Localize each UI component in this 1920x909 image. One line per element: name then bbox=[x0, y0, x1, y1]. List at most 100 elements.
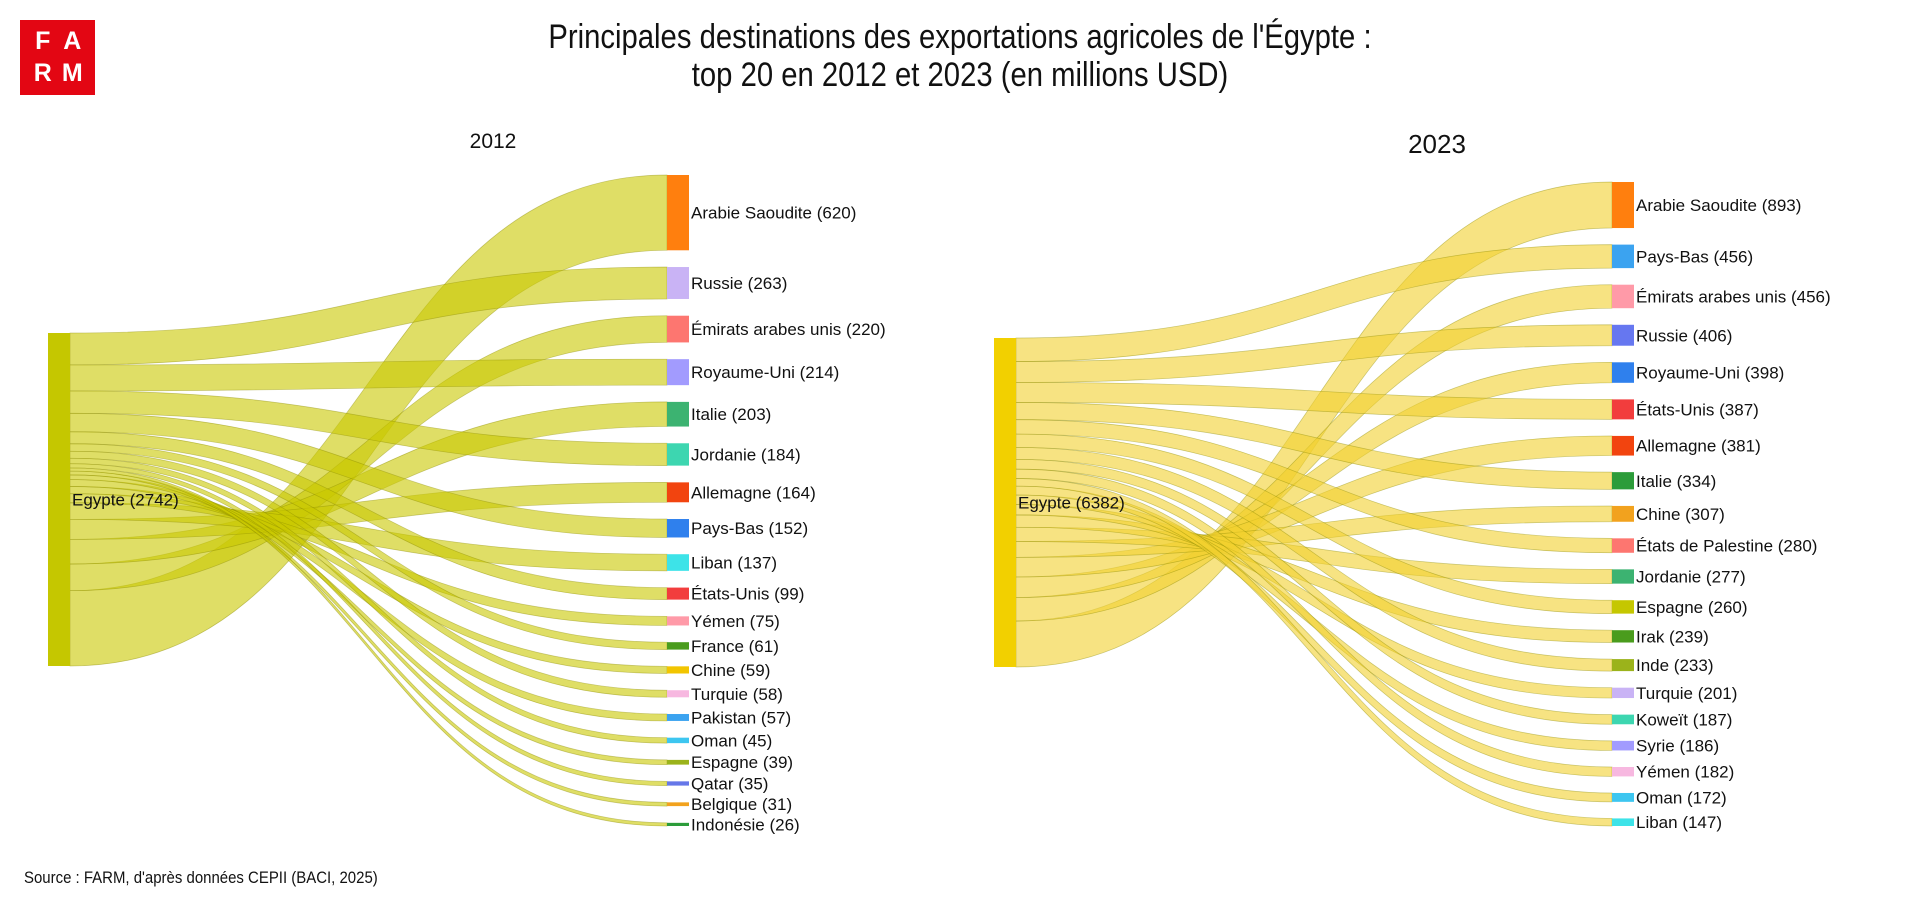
node-royaume-uni[interactable] bbox=[667, 359, 689, 386]
node-russie[interactable] bbox=[667, 267, 689, 299]
chart-title-line2: top 20 en 2012 et 2023 (en millions USD) bbox=[691, 56, 1229, 94]
node-pays-bas[interactable] bbox=[667, 519, 689, 538]
node-label-allemagne: Allemagne (164) bbox=[691, 483, 816, 502]
node-liban[interactable] bbox=[667, 554, 689, 571]
panel-year-label: 2012 bbox=[470, 130, 517, 153]
node-label-russie: Russie (263) bbox=[691, 274, 787, 293]
node-france[interactable] bbox=[667, 642, 689, 650]
node-koweit[interactable] bbox=[1612, 714, 1634, 725]
chart-title: Principales destinations des exportation… bbox=[134, 18, 1785, 94]
link-russie[interactable] bbox=[1015, 324, 1613, 383]
link-france[interactable] bbox=[69, 443, 668, 650]
node-label-chine: Chine (59) bbox=[691, 661, 770, 680]
node-label-liban: Liban (137) bbox=[691, 554, 777, 573]
node-label-emirats-arabes-unis: Émirats arabes unis (220) bbox=[691, 320, 886, 339]
node-yemen[interactable] bbox=[1612, 767, 1634, 777]
node-label-etats-de-palestine: États de Palestine (280) bbox=[1636, 537, 1817, 556]
node-label-turquie: Turquie (58) bbox=[691, 685, 783, 704]
node-allemagne[interactable] bbox=[667, 482, 689, 503]
node-label-liban: Liban (147) bbox=[1636, 813, 1722, 832]
node-qatar[interactable] bbox=[667, 781, 689, 786]
link-royaume-uni[interactable] bbox=[69, 358, 668, 392]
node-label-pays-bas: Pays-Bas (152) bbox=[691, 519, 808, 538]
node-label-pays-bas: Pays-Bas (456) bbox=[1636, 247, 1753, 266]
node-turquie[interactable] bbox=[1612, 687, 1634, 699]
node-label-royaume-uni: Royaume-Uni (214) bbox=[691, 363, 839, 382]
node-label-espagne: Espagne (260) bbox=[1636, 598, 1748, 617]
node-chine[interactable] bbox=[1612, 505, 1634, 522]
node-egypte[interactable] bbox=[994, 338, 1016, 667]
node-allemagne[interactable] bbox=[1612, 435, 1634, 456]
node-russie[interactable] bbox=[1612, 324, 1634, 346]
node-espagne[interactable] bbox=[1612, 600, 1634, 614]
node-pays-bas[interactable] bbox=[1612, 244, 1634, 269]
node-oman[interactable] bbox=[667, 737, 689, 744]
node-label-indonesie: Indonésie (26) bbox=[691, 815, 800, 834]
node-pakistan[interactable] bbox=[667, 714, 689, 721]
links bbox=[69, 174, 668, 827]
node-indonesie[interactable] bbox=[667, 822, 689, 826]
node-label-oman: Oman (45) bbox=[691, 731, 772, 750]
link-inde[interactable] bbox=[1015, 447, 1613, 672]
node-label-yemen: Yémen (75) bbox=[691, 612, 780, 631]
node-label-turquie: Turquie (201) bbox=[1636, 684, 1737, 703]
link-etats-unis[interactable] bbox=[69, 431, 668, 600]
node-inde[interactable] bbox=[1612, 659, 1634, 672]
node-yemen[interactable] bbox=[667, 616, 689, 626]
node-irak[interactable] bbox=[1612, 630, 1634, 643]
node-label-arabie-saoudite: Arabie Saoudite (893) bbox=[1636, 196, 1801, 215]
node-syrie[interactable] bbox=[1612, 740, 1634, 751]
logo-letter: F bbox=[35, 27, 51, 56]
node-turquie[interactable] bbox=[667, 690, 689, 698]
node-label-egypte: Egypte (6382) bbox=[1018, 494, 1125, 513]
node-etats-unis[interactable] bbox=[667, 587, 689, 600]
node-label-russie: Russie (406) bbox=[1636, 326, 1732, 345]
source-note: Source : FARM, d'après données CEPII (BA… bbox=[24, 868, 378, 887]
node-arabie-saoudite[interactable] bbox=[1612, 182, 1634, 229]
node-label-yemen: Yémen (182) bbox=[1636, 763, 1734, 782]
logo-letter: M bbox=[61, 58, 83, 87]
node-label-espagne: Espagne (39) bbox=[691, 753, 793, 772]
node-jordanie[interactable] bbox=[667, 443, 689, 466]
sankey-panel-2023: 2023 Egypte (6382) Arabie Saoudite (893) Pa… bbox=[994, 129, 1831, 832]
node-label-pakistan: Pakistan (57) bbox=[691, 708, 791, 727]
node-label-qatar: Qatar (35) bbox=[691, 774, 768, 793]
node-italie[interactable] bbox=[1612, 472, 1634, 490]
node-label-emirats-arabes-unis: Émirats arabes unis (456) bbox=[1636, 287, 1831, 306]
node-espagne[interactable] bbox=[667, 759, 689, 765]
node-label-etats-unis: États-Unis (99) bbox=[691, 585, 804, 604]
node-label-irak: Irak (239) bbox=[1636, 627, 1709, 646]
node-label-jordanie: Jordanie (184) bbox=[691, 445, 801, 464]
link-espagne[interactable] bbox=[1015, 433, 1613, 614]
node-liban[interactable] bbox=[1612, 818, 1634, 826]
node-label-italie: Italie (334) bbox=[1636, 472, 1716, 491]
node-egypte[interactable] bbox=[48, 333, 70, 666]
node-label-inde: Inde (233) bbox=[1636, 656, 1714, 675]
node-label-syrie: Syrie (186) bbox=[1636, 737, 1719, 756]
node-arabie-saoudite[interactable] bbox=[667, 175, 689, 251]
link-etats-de-palestine[interactable] bbox=[1015, 419, 1613, 554]
node-emirats-arabes-unis[interactable] bbox=[1612, 284, 1634, 309]
node-italie[interactable] bbox=[667, 401, 689, 427]
node-royaume-uni[interactable] bbox=[1612, 362, 1634, 383]
node-label-jordanie: Jordanie (277) bbox=[1636, 567, 1746, 586]
node-belgique[interactable] bbox=[667, 802, 689, 807]
node-oman[interactable] bbox=[1612, 792, 1634, 802]
chart-title-line1: Principales destinations des exportation… bbox=[548, 18, 1372, 56]
node-etats-unis[interactable] bbox=[1612, 399, 1634, 420]
node-label-france: France (61) bbox=[691, 637, 779, 656]
node-emirats-arabes-unis[interactable] bbox=[667, 315, 689, 343]
node-label-etats-unis: États-Unis (387) bbox=[1636, 400, 1759, 419]
node-etats-de-palestine[interactable] bbox=[1612, 538, 1634, 553]
node-label-arabie-saoudite: Arabie Saoudite (620) bbox=[691, 204, 856, 223]
sankey-panel-2012: 2012 Egypte (2742) Arabie Saoudite (620) Ru… bbox=[48, 130, 886, 834]
panel-year-label: 2023 bbox=[1408, 129, 1466, 159]
node-label-egypte: Egypte (2742) bbox=[72, 491, 179, 510]
links bbox=[1015, 181, 1613, 827]
node-label-allemagne: Allemagne (381) bbox=[1636, 437, 1761, 456]
node-jordanie[interactable] bbox=[1612, 569, 1634, 584]
node-chine[interactable] bbox=[667, 666, 689, 674]
farm-logo: F A R M bbox=[20, 20, 95, 95]
link-pays-bas[interactable] bbox=[1015, 244, 1613, 362]
